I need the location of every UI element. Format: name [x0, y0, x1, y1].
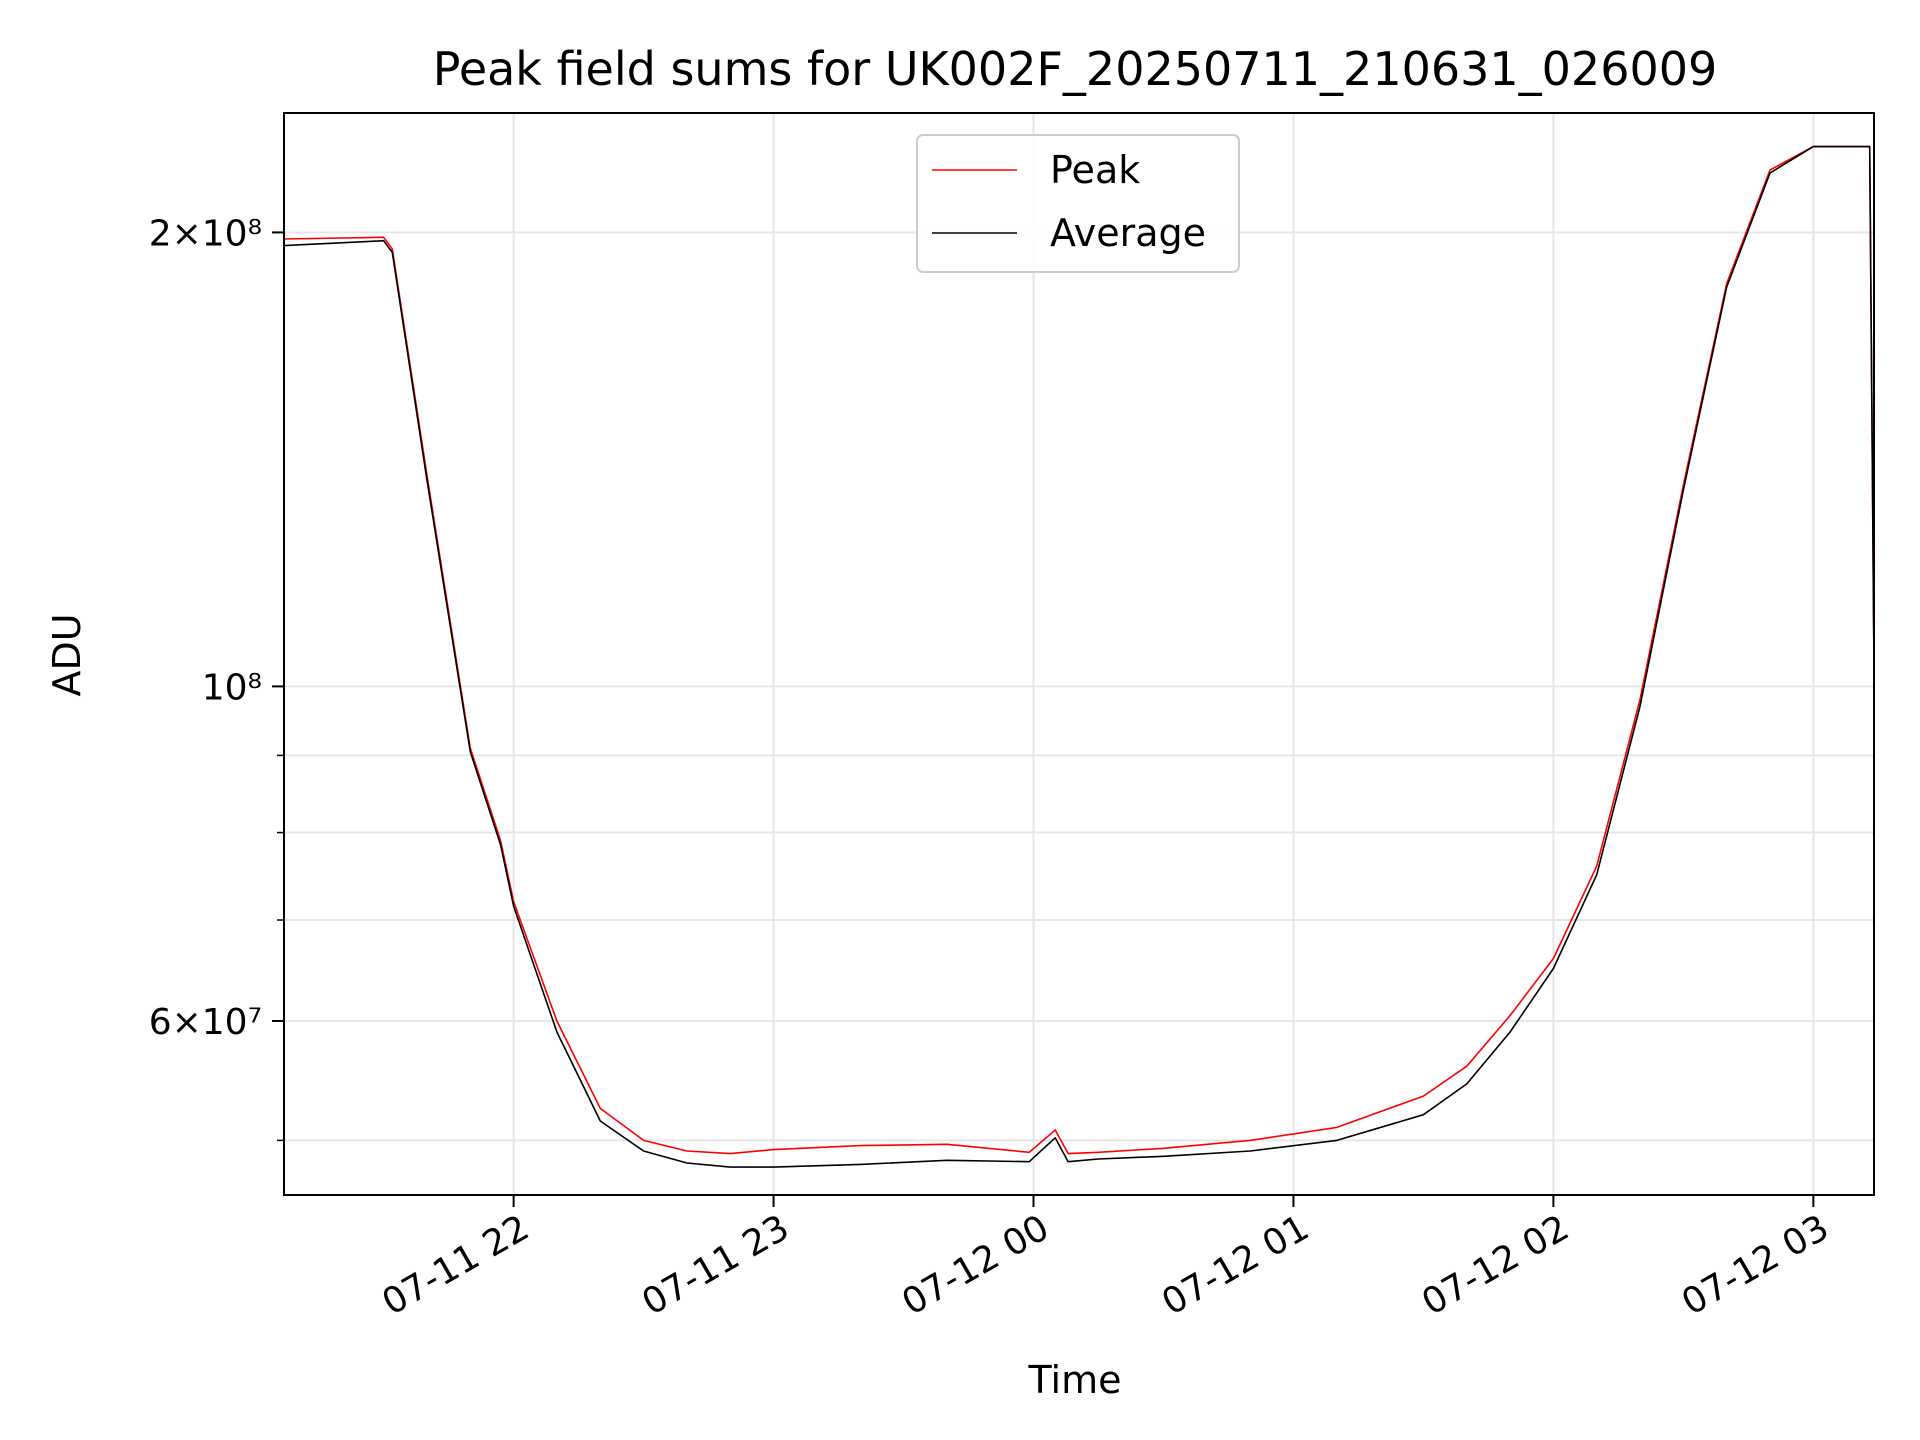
legend-label-peak: Peak: [1050, 148, 1140, 192]
legend-label-average: Average: [1050, 211, 1206, 255]
y-tick-label: 10⁸: [202, 667, 262, 708]
series-line-average: [284, 145, 1874, 1168]
y-tick-label: 2×10⁸: [149, 213, 262, 254]
y-axis: 2×10⁸ 10⁸ 6×10⁷: [149, 213, 284, 1142]
y-axis-label: ADU: [45, 613, 89, 696]
x-axis-label: Time: [1028, 1358, 1122, 1402]
chart-title: Peak field sums for UK002F_20250711_2106…: [433, 42, 1718, 96]
series-line-peak: [284, 145, 1874, 1155]
y-tick-label: 6×10⁷: [149, 1002, 262, 1043]
plot-lines: [284, 145, 1874, 1168]
plot-frame: [283, 112, 1875, 1196]
legend: Peak Average: [916, 134, 1240, 273]
